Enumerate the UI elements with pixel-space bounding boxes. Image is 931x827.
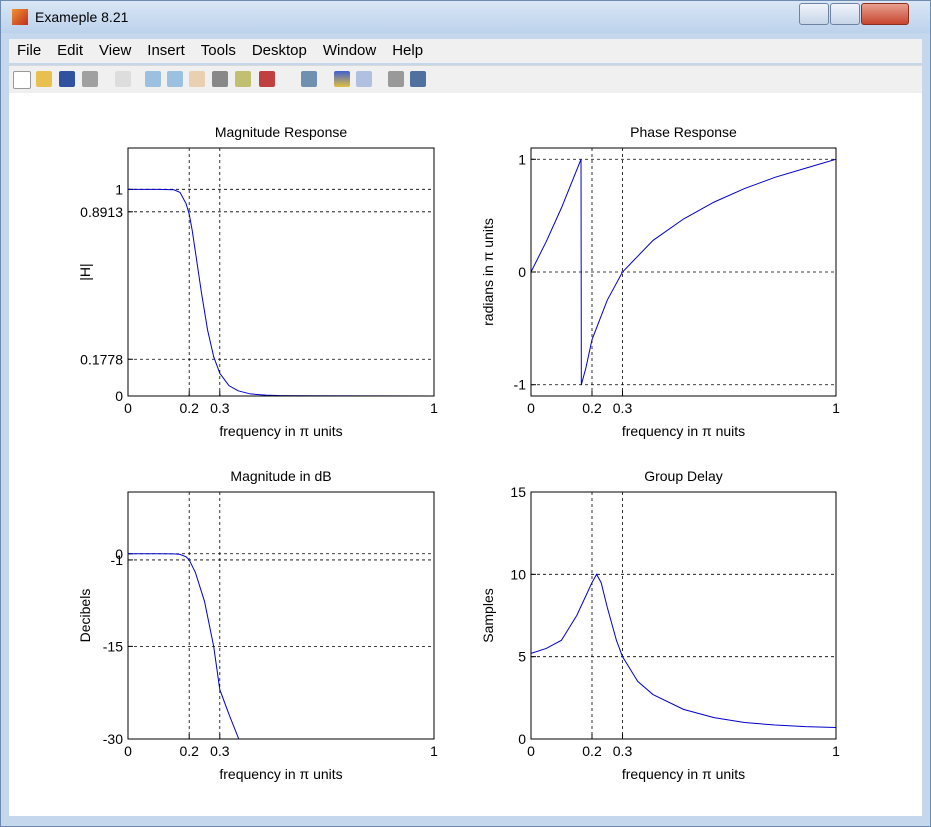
- brush-button[interactable]: [259, 71, 275, 87]
- new-button[interactable]: [13, 71, 31, 89]
- x-tick-label: 1: [832, 400, 840, 416]
- minimize-button[interactable]: [799, 3, 829, 25]
- x-tick-label: 0.3: [210, 400, 230, 416]
- x-axis-label: frequency in π units: [219, 423, 342, 439]
- y-axis-label: Samples: [480, 588, 496, 642]
- y-axis-label: radians in π units: [480, 218, 496, 326]
- x-tick-label: 0: [124, 400, 132, 416]
- x-tick-label: 0.3: [210, 743, 230, 759]
- x-tick-label: 1: [832, 743, 840, 759]
- x-tick-label: 0: [124, 743, 132, 759]
- y-tick-label: 0.1778: [80, 351, 123, 367]
- chart-title: Group Delay: [644, 468, 723, 484]
- pointer-button[interactable]: [115, 71, 131, 87]
- pan-button[interactable]: [189, 71, 205, 87]
- datacursor-button[interactable]: [235, 71, 251, 87]
- axes-background: [128, 492, 434, 739]
- figure: 0 0.2 0.3 1 0 0.1778 0.8913 1 Magnitude Response…: [9, 93, 922, 816]
- hide-tools-button[interactable]: [388, 71, 404, 87]
- menu-item[interactable]: Insert: [147, 42, 185, 59]
- menu-item[interactable]: Help: [392, 42, 424, 59]
- menu-bar: File Edit View Insert Tools Desktop Window Help: [9, 39, 922, 63]
- y-tick-label: 1: [115, 181, 123, 197]
- data-line: [531, 158, 836, 385]
- y-tick-label: 0: [115, 546, 123, 562]
- plot-area: [128, 553, 240, 739]
- axes-background: [531, 492, 836, 739]
- x-tick-label: 0.3: [613, 743, 633, 759]
- y-tick-label: 0: [518, 264, 526, 280]
- axes-box: [530, 147, 837, 397]
- y-tick-label: 0: [518, 731, 526, 747]
- chart-title: Magnitude Response: [215, 124, 348, 140]
- colorbar-button[interactable]: [334, 71, 350, 87]
- plot-area: [531, 158, 836, 385]
- maximize-button[interactable]: [830, 3, 860, 25]
- menu-item[interactable]: Tools: [200, 42, 236, 59]
- save-button[interactable]: [59, 71, 75, 87]
- menu-item[interactable]: File: [17, 42, 42, 59]
- y-tick-label: -30: [103, 731, 123, 747]
- y-tick-label: 10: [510, 566, 526, 582]
- x-tick-label: 0.3: [613, 400, 633, 416]
- x-tick-label: 0: [527, 743, 535, 759]
- link-button[interactable]: [301, 71, 317, 87]
- plot-area: [531, 573, 836, 739]
- toolbar: [9, 65, 922, 93]
- x-axis-label: frequency in π nuits: [622, 423, 745, 439]
- axes-box: [127, 147, 435, 397]
- open-button[interactable]: [36, 71, 52, 87]
- print-button[interactable]: [82, 71, 98, 87]
- y-axis-label: Decibels: [77, 589, 93, 643]
- axes-box: [530, 491, 837, 740]
- axes-box: [127, 491, 435, 740]
- menu-item[interactable]: Window: [322, 42, 377, 59]
- x-tick-label: 0.2: [179, 743, 199, 759]
- chart-title: Phase Response: [630, 124, 737, 140]
- y-tick-label: -1: [514, 377, 527, 393]
- menu-item[interactable]: Edit: [57, 42, 84, 59]
- menu-item[interactable]: Desktop: [251, 42, 307, 59]
- x-tick-label: 0.2: [582, 743, 602, 759]
- y-axis-label: |H|: [77, 263, 93, 280]
- close-button[interactable]: [861, 3, 909, 25]
- y-tick-label: 1: [518, 151, 526, 167]
- x-tick-label: 0.2: [582, 400, 602, 416]
- legend-button[interactable]: [356, 71, 372, 87]
- menu-item[interactable]: View: [99, 42, 132, 59]
- x-tick-label: 0.2: [179, 400, 199, 416]
- window-title: Exameple 8.21: [35, 9, 129, 25]
- x-tick-label: 1: [430, 400, 438, 416]
- show-tools-button[interactable]: [410, 71, 426, 87]
- rotate-button[interactable]: [212, 71, 228, 87]
- x-tick-label: 0: [527, 400, 535, 416]
- app-icon: [12, 9, 28, 25]
- y-tick-label: 15: [510, 484, 526, 500]
- x-axis-label: frequency in π units: [622, 766, 745, 782]
- data-line: [531, 573, 836, 739]
- y-tick-label: 0: [115, 388, 123, 404]
- y-tick-label: 5: [518, 649, 526, 665]
- zoom-out-button[interactable]: [167, 71, 183, 87]
- y-tick-label: 0.8913: [80, 204, 123, 220]
- data-line: [128, 553, 240, 739]
- x-tick-label: 1: [430, 743, 438, 759]
- y-tick-label: -15: [103, 638, 123, 654]
- axes-background: [128, 148, 434, 396]
- title-bar: Exameple 8.21: [1, 1, 930, 33]
- x-axis-label: frequency in π units: [219, 766, 342, 782]
- y-tick-label: -1: [111, 552, 124, 568]
- zoom-in-button[interactable]: [145, 71, 161, 87]
- chart-title: Magnitude in dB: [230, 468, 331, 484]
